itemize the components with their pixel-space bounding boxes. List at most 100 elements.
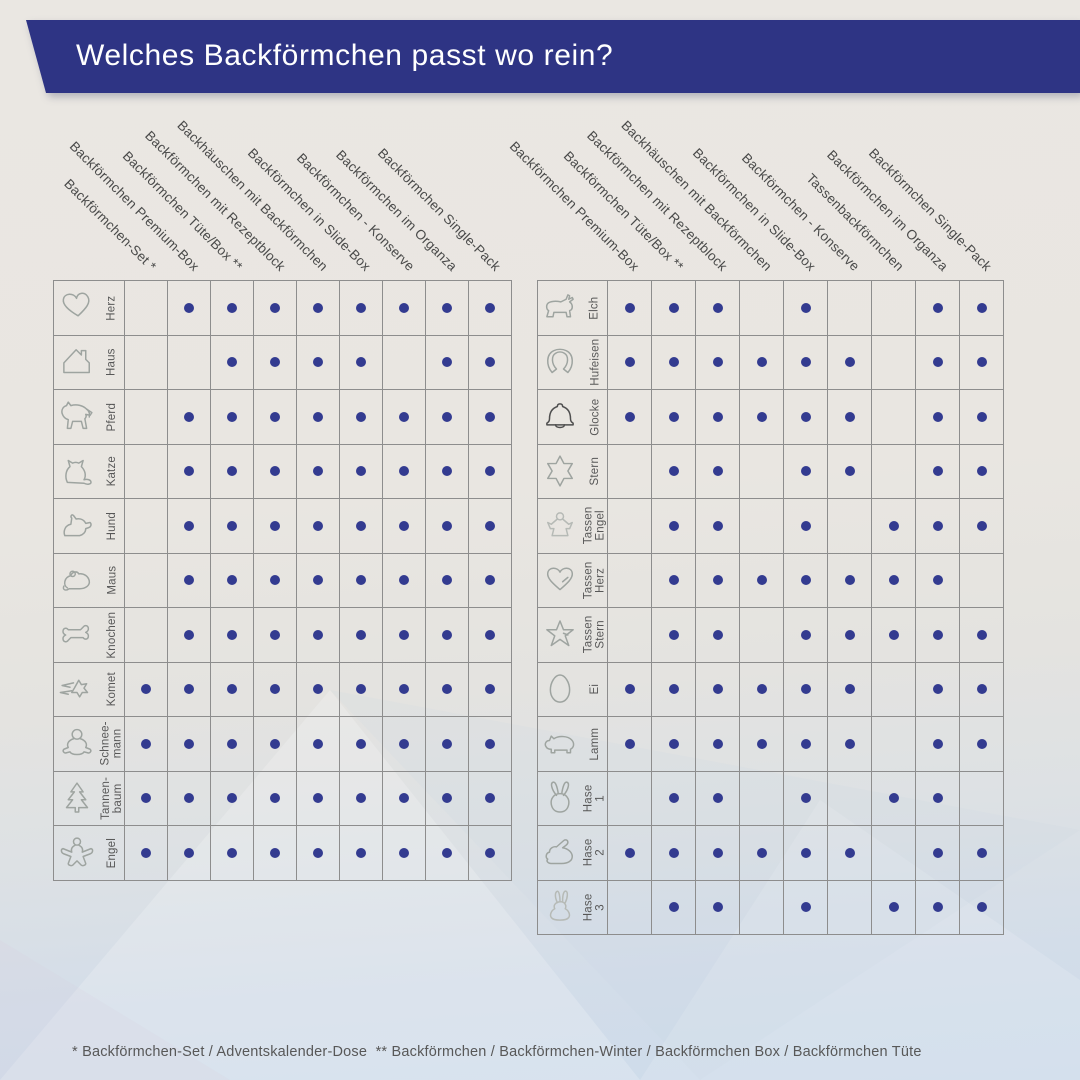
dot-marker <box>184 302 194 313</box>
dot-marker <box>356 302 366 313</box>
matrix-row: Elch <box>538 281 1004 336</box>
matrix-cell <box>340 444 383 499</box>
dot-marker <box>313 629 323 640</box>
dot-marker <box>442 411 452 422</box>
dot-marker <box>976 629 987 640</box>
dot-marker <box>668 738 679 749</box>
matrix-cell <box>696 390 740 445</box>
matrix-cell <box>125 608 168 663</box>
matrix-cell <box>916 553 960 608</box>
hase2-icon <box>538 826 582 880</box>
matrix-cell <box>784 390 828 445</box>
matrix-cell <box>652 880 696 935</box>
engel-icon <box>54 826 99 880</box>
schneemann-icon <box>54 717 99 771</box>
dot-marker <box>442 847 452 858</box>
dot-marker <box>800 902 811 913</box>
dot-marker <box>800 847 811 858</box>
dot-marker <box>227 575 237 586</box>
matrix-cell <box>872 335 916 390</box>
matrix-cell <box>297 826 340 881</box>
dot-marker <box>184 520 194 531</box>
matrix-cell <box>652 335 696 390</box>
dot-marker <box>756 738 767 749</box>
dot-marker <box>399 629 409 640</box>
matrix-row: Herz <box>54 281 512 336</box>
matrix-cell <box>125 826 168 881</box>
matrix-cell <box>696 717 740 772</box>
lamm-icon <box>538 717 582 771</box>
matrix-cell <box>784 281 828 336</box>
matrix-cell <box>784 553 828 608</box>
dot-marker <box>485 738 495 749</box>
matrix-cell <box>784 662 828 717</box>
matrix-cell <box>297 771 340 826</box>
dot-marker <box>227 302 237 313</box>
knochen-icon <box>54 608 99 662</box>
dot-marker <box>932 738 943 749</box>
dot-marker <box>668 357 679 368</box>
matrix-cell <box>960 608 1004 663</box>
matrix-cell <box>383 335 426 390</box>
matrix-cell <box>469 826 512 881</box>
row-label-cell: Komet <box>54 662 125 717</box>
matrix-cell <box>608 717 652 772</box>
matrix-cell <box>297 335 340 390</box>
matrix-cell <box>383 553 426 608</box>
matrix-cell <box>872 880 916 935</box>
dot-marker <box>313 302 323 313</box>
dot-marker <box>184 684 194 695</box>
matrix-cell <box>784 335 828 390</box>
matrix-cell <box>608 608 652 663</box>
dot-marker <box>756 357 767 368</box>
matrix-cell <box>696 826 740 881</box>
matrix-cell <box>652 826 696 881</box>
matrix-cell <box>696 662 740 717</box>
matrix-cell <box>916 880 960 935</box>
dot-marker <box>756 847 767 858</box>
matrix-cell <box>828 608 872 663</box>
matrix-cell <box>297 717 340 772</box>
matrix-cell <box>784 444 828 499</box>
dot-marker <box>668 847 679 858</box>
dot-marker <box>442 793 452 804</box>
katze-icon <box>54 445 99 499</box>
dot-marker <box>184 629 194 640</box>
dot-marker <box>976 847 987 858</box>
dot-marker <box>976 738 987 749</box>
dot-marker <box>800 357 811 368</box>
dot-marker <box>888 575 899 586</box>
dot-marker <box>624 847 635 858</box>
matrix-row: Haus <box>54 335 512 390</box>
dot-marker <box>888 902 899 913</box>
row-label: Knochen <box>105 611 118 659</box>
dot-marker <box>270 466 280 477</box>
matrix-cell <box>608 880 652 935</box>
matrix-cell <box>426 826 469 881</box>
matrix-cell <box>383 390 426 445</box>
matrix-cell <box>740 662 784 717</box>
row-label: Hase 2 <box>582 838 607 867</box>
matrix-row: Ei <box>538 662 1004 717</box>
tassen-stern-icon <box>538 608 582 662</box>
dot-marker <box>270 357 280 368</box>
matrix-row: Lamm <box>538 717 1004 772</box>
row-label: Schnee- mann <box>99 721 125 766</box>
dot-marker <box>668 629 679 640</box>
matrix-cell <box>828 553 872 608</box>
matrix-cell <box>383 826 426 881</box>
row-label-cell: Pferd <box>54 390 125 445</box>
matrix-cell <box>383 662 426 717</box>
dot-marker <box>270 793 280 804</box>
dot-marker <box>712 302 723 313</box>
matrix-oster-tassen-backfoermchen: Backförmchen Premium-Box Backförmchen Tüt… <box>507 100 1004 935</box>
dot-marker <box>270 684 280 695</box>
dot-marker <box>227 738 237 749</box>
matrix-cell <box>960 826 1004 881</box>
dot-marker <box>668 520 679 531</box>
matrix-cell <box>916 771 960 826</box>
dot-marker <box>624 738 635 749</box>
tassen-herz-icon <box>538 554 582 608</box>
row-label: Komet <box>105 672 118 707</box>
matrix-cell <box>960 281 1004 336</box>
